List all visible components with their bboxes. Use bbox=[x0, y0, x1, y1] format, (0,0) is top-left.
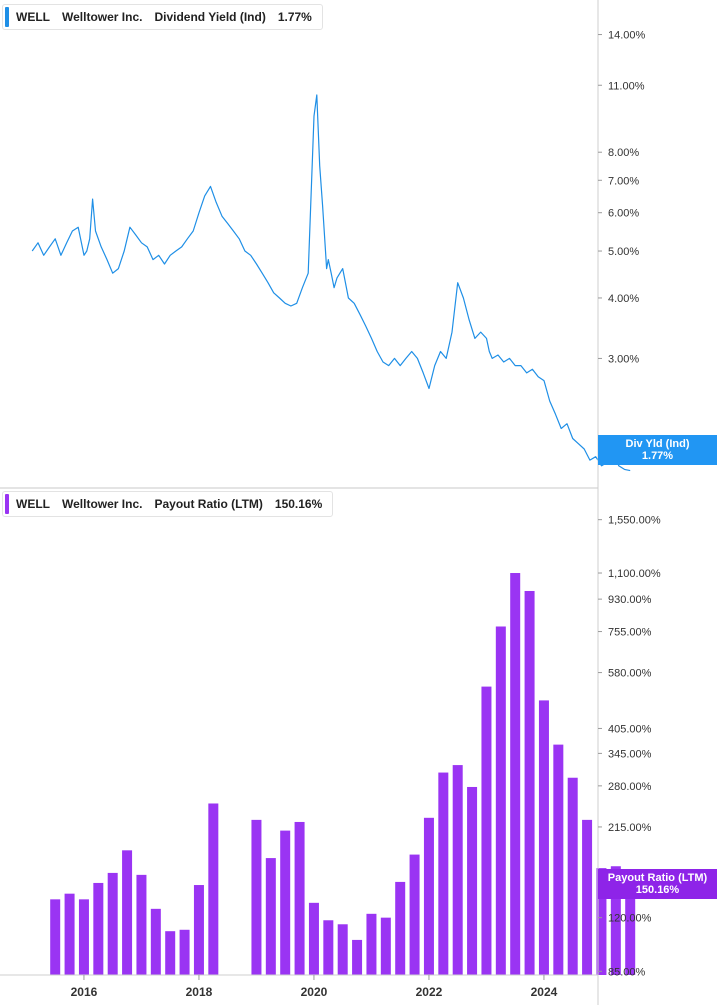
bottom-y-tick-label: 280.00% bbox=[608, 781, 652, 793]
bottom-y-tick-label: 580.00% bbox=[608, 668, 652, 680]
tag-value: 1.77% bbox=[641, 450, 674, 462]
bar-swatch bbox=[5, 494, 9, 514]
payout-bar bbox=[280, 830, 291, 975]
x-tick-label: 2018 bbox=[186, 985, 213, 999]
payout-bar bbox=[208, 803, 219, 975]
axis-layer: 14.00% 11.00% 8.00% 7.00% 6.00% 5.00% 4.00% 3.0… bbox=[0, 0, 661, 1005]
payout-bar bbox=[582, 819, 593, 975]
payout-bar bbox=[352, 939, 363, 975]
top-y-tick-label: 4.00% bbox=[608, 293, 639, 305]
payout-bar bbox=[50, 899, 61, 975]
payout-bar bbox=[251, 819, 262, 975]
dividend-yield-tag: Div Yld (Ind) 1.77% bbox=[598, 435, 717, 465]
top-y-tick-label: 7.00% bbox=[608, 175, 639, 187]
payout-bar bbox=[337, 924, 348, 975]
payout-bar bbox=[452, 765, 463, 975]
payout-bar bbox=[610, 866, 621, 975]
payout-bar bbox=[150, 908, 161, 975]
legend-metric: Dividend Yield (Ind) bbox=[154, 10, 266, 24]
top-y-tick-label: 3.00% bbox=[608, 353, 639, 365]
top-y-tick-label: 14.00% bbox=[608, 30, 646, 42]
legend-company: Welltower Inc. bbox=[62, 497, 143, 511]
legend-value: 1.77% bbox=[277, 10, 312, 24]
payout-bar bbox=[179, 929, 190, 975]
payout-bar bbox=[265, 858, 276, 975]
legend-value: 150.16% bbox=[274, 497, 323, 511]
legend-ticker: WELL bbox=[16, 497, 50, 511]
x-tick-label: 2016 bbox=[71, 985, 98, 999]
tag-value: 150.16% bbox=[635, 884, 680, 896]
tag-label: Div Yld (Ind) bbox=[625, 438, 690, 450]
top-y-tick-label: 5.00% bbox=[608, 246, 639, 258]
top-y-tick-label: 6.00% bbox=[608, 208, 639, 220]
top-legend: WELL Welltower Inc. Dividend Yield (Ind)… bbox=[2, 4, 323, 30]
top-y-tick-label: 8.00% bbox=[608, 147, 639, 159]
payout-bar bbox=[136, 874, 147, 975]
payout-bar bbox=[308, 902, 319, 975]
payout-bar bbox=[107, 872, 118, 975]
bottom-legend: WELL Welltower Inc. Payout Ratio (LTM) 1… bbox=[2, 491, 334, 517]
payout-bar bbox=[596, 868, 607, 975]
payout-bar bbox=[78, 899, 89, 975]
payout-bar bbox=[510, 573, 521, 975]
legend-metric: Payout Ratio (LTM) bbox=[154, 497, 263, 511]
payout-bar bbox=[481, 686, 492, 975]
payout-bar bbox=[625, 877, 636, 975]
legend-ticker: WELL bbox=[16, 10, 50, 24]
bottom-y-tick-label: 1,550.00% bbox=[608, 515, 661, 527]
payout-bar bbox=[64, 893, 75, 975]
payout-bar bbox=[323, 920, 334, 975]
payout-bar bbox=[193, 885, 204, 975]
payout-bar bbox=[395, 881, 406, 975]
payout-bar bbox=[423, 817, 434, 975]
payout-ratio-tag: Payout Ratio (LTM) 150.16% bbox=[598, 869, 717, 899]
payout-bar bbox=[93, 882, 104, 975]
bottom-y-tick-label: 120.00% bbox=[608, 913, 652, 925]
bottom-y-tick-label: 345.00% bbox=[608, 748, 652, 760]
bottom-y-tick-label: 1,100.00% bbox=[608, 568, 661, 580]
payout-bars bbox=[50, 573, 636, 975]
bottom-y-tick-label: 405.00% bbox=[608, 723, 652, 735]
payout-bar bbox=[467, 786, 478, 975]
tag-label: Payout Ratio (LTM) bbox=[607, 872, 708, 884]
payout-bar bbox=[294, 821, 305, 975]
bottom-y-tick-label: 755.00% bbox=[608, 627, 652, 639]
legend-company: Welltower Inc. bbox=[62, 10, 143, 24]
payout-bar bbox=[524, 590, 535, 975]
payout-bar bbox=[538, 700, 549, 975]
dividend-yield-line bbox=[31, 94, 631, 472]
bottom-y-tick-label: 85.00% bbox=[608, 966, 646, 978]
payout-bar bbox=[438, 772, 449, 975]
payout-bar bbox=[366, 913, 377, 975]
payout-bar bbox=[165, 931, 176, 975]
line-swatch bbox=[5, 7, 9, 27]
payout-bar bbox=[495, 626, 506, 975]
payout-bar bbox=[553, 744, 564, 975]
bottom-y-tick-label: 930.00% bbox=[608, 594, 652, 606]
payout-bar bbox=[122, 850, 133, 975]
x-tick-label: 2020 bbox=[301, 985, 328, 999]
x-tick-label: 2024 bbox=[531, 985, 558, 999]
bottom-y-tick-label: 215.00% bbox=[608, 822, 652, 834]
payout-bar bbox=[409, 854, 420, 975]
payout-bar bbox=[380, 917, 391, 975]
x-tick-label: 2022 bbox=[416, 985, 443, 999]
top-y-tick-label: 11.00% bbox=[608, 80, 645, 92]
payout-bar bbox=[567, 777, 578, 975]
